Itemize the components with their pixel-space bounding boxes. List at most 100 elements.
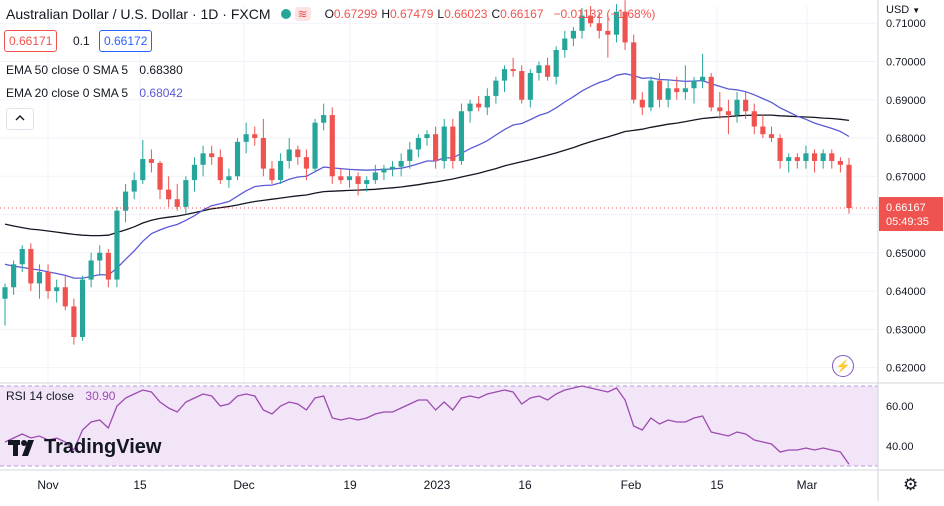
candle-body [579,15,585,31]
ema50-legend[interactable]: EMA 50 close 0 SMA 5 0.68380 [6,63,183,77]
time-tick-label: Mar [797,478,818,492]
candle-body [19,248,25,265]
candle-body [312,122,318,169]
ohlc-values: O0.67299 H0.67479 L0.66023 C0.66167 [325,7,548,21]
candle-body [148,159,154,163]
candle-body [760,126,766,135]
candle-body [639,99,645,108]
ema20-label: EMA 20 close 0 SMA 5 [6,86,129,100]
candle-body [794,157,800,161]
time-tick-label: 19 [343,478,357,492]
price-tick-label: 0.68000 [886,133,926,145]
candle-body [88,260,94,280]
candle-body [286,149,292,161]
candle-body [174,199,180,207]
candle-body [166,189,172,200]
candle-body [725,111,732,116]
candle-body [217,157,223,181]
candle-body [493,80,499,96]
ohlc-h: H0.67479 [381,7,433,21]
candle-body [278,160,284,181]
chevron-up-icon [15,115,25,121]
time-tick-label: 16 [518,478,532,492]
sell-price-box[interactable]: 0.66171 [4,30,58,52]
tradingview-logo[interactable]: TradingView [8,436,161,459]
candle-body [200,153,206,165]
rsi-tick-label: 40.00 [886,441,914,453]
ema20-value: 0.68042 [139,86,183,100]
candle-body [191,164,198,181]
gear-icon[interactable]: ⚙ [903,475,919,494]
candle-body [544,65,551,77]
market-open-icon [280,9,291,19]
candle-body [97,252,103,261]
current-price-text: 0.66167 [886,202,926,214]
price-tick-label: 0.67000 [886,171,926,183]
candle-body [54,287,60,292]
chevron-down-icon: ▼ [912,6,921,15]
candle-body [252,134,258,139]
time-tick-label: Nov [37,478,58,492]
candle-body [329,115,335,177]
candle-body [536,65,542,73]
candle-body [372,172,378,181]
candle-body [786,157,792,161]
currency-selector[interactable]: USD ▼ [886,4,920,16]
candle-body [510,69,516,72]
change-value: −0.01132 (−1.68%) [553,7,656,21]
candle-body [433,134,439,161]
symbol-title[interactable]: Australian Dollar / U.S. Dollar · 1D · F… [6,6,271,22]
candle-body [562,38,568,51]
candle-body [36,271,43,284]
currency-label: USD [886,4,910,16]
candle-body [441,126,447,161]
candle-body [424,134,430,139]
buy-price-box[interactable]: 0.66172 [99,30,153,52]
candle-body [458,111,465,161]
candle-body [45,271,51,292]
candle-body [467,103,473,112]
wave-icon[interactable]: ≋ [294,7,311,21]
candle-body [751,111,757,127]
candle-body [811,153,818,161]
candle-body [183,180,189,207]
candle-body [389,166,396,169]
candle-body [415,138,421,150]
candle-body [226,176,232,181]
lightning-icon[interactable]: ⚡ [832,355,854,377]
candle-body [553,50,559,77]
ema20-legend[interactable]: EMA 20 close 0 SMA 5 0.68042 [6,86,183,100]
time-tick-label: Dec [233,478,254,492]
candle-body [295,149,301,158]
candle-body [209,153,215,158]
current-price-badge [879,197,943,232]
candle-body [234,141,241,177]
candle-body [768,134,775,139]
candle-body [656,80,663,100]
ohlc-o: O0.67299 [325,7,378,21]
collapse-legend-button[interactable] [6,108,34,130]
candle-body [303,157,310,169]
candle-body [2,287,8,299]
tradingview-logo-icon [8,439,34,456]
rsi-legend[interactable]: RSI 14 close 30.90 [6,389,115,403]
candle-body [243,134,249,142]
ohlc-value: 0.66023 [444,7,488,21]
ema50-value: 0.68380 [139,63,183,77]
ema50-line [4,114,850,237]
candle-body [734,99,740,116]
candle-body [450,126,456,161]
candle-body [519,71,525,100]
spread-value: 0.1 [73,34,90,48]
ohlc-label: L [437,7,445,21]
time-tick-label: 15 [710,478,724,492]
candle-body [476,103,482,108]
candle-body [708,76,714,108]
candle-body [527,72,533,100]
candle-body [846,164,852,209]
ohlc-label: C [491,7,501,21]
candle-body [407,149,413,161]
candle-body [588,15,594,24]
rsi-line [4,385,850,465]
